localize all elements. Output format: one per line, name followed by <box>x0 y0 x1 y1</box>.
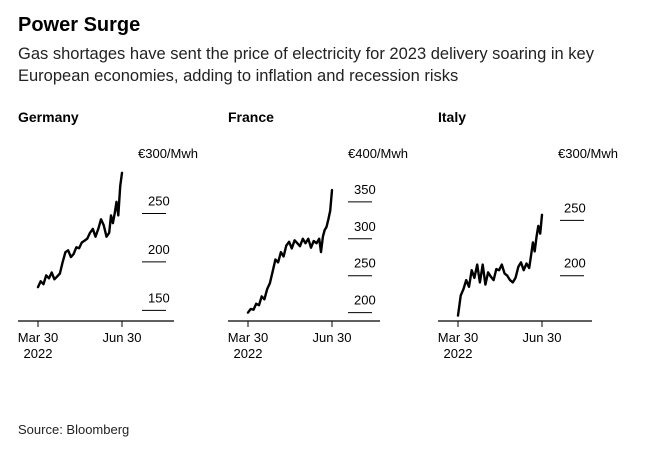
x-tick-label-2-0-0: Mar 30 <box>438 330 478 345</box>
x-tick-label-1-0-0: Mar 30 <box>228 330 268 345</box>
chart-title: Power Surge <box>18 14 141 36</box>
x-tick-label-1-1-0: Jun 30 <box>312 330 351 345</box>
y-tick-label-1-1: 250 <box>354 256 376 271</box>
source-note: Source: Bloomberg <box>18 422 130 437</box>
panel-title-0: Germany <box>18 109 79 125</box>
series-line-0-0 <box>36 171 124 289</box>
series-line-1-0 <box>246 188 334 314</box>
series-line-2-0 <box>456 213 544 317</box>
panel-title-2: Italy <box>438 109 466 125</box>
x-tick-label-1-0-1: 2022 <box>234 346 263 361</box>
x-tick-label-2-1-0: Jun 30 <box>522 330 561 345</box>
y-tick-label-1-2: 300 <box>354 219 376 234</box>
panel-title-1: France <box>228 109 274 125</box>
chart-subtitle: Gas shortages have sent the price of ele… <box>18 45 594 85</box>
y-tick-label-2-0: 200 <box>564 256 586 271</box>
unit-label-1: €400/Mwh <box>348 146 408 161</box>
y-tick-label-0-2: 250 <box>148 193 170 208</box>
unit-label-0: €300/Mwh <box>138 146 198 161</box>
x-tick-label-0-0-0: Mar 30 <box>18 330 58 345</box>
y-tick-label-0-0: 150 <box>148 290 170 305</box>
y-tick-label-1-0: 200 <box>354 293 376 308</box>
y-tick-label-0-1: 200 <box>148 242 170 257</box>
y-tick-label-2-1: 250 <box>564 200 586 215</box>
x-tick-label-0-0-1: 2022 <box>24 346 53 361</box>
y-tick-label-1-3: 350 <box>354 182 376 197</box>
x-tick-label-0-1-0: Jun 30 <box>102 330 141 345</box>
x-tick-label-2-0-1: 2022 <box>444 346 473 361</box>
unit-label-2: €300/Mwh <box>558 146 618 161</box>
